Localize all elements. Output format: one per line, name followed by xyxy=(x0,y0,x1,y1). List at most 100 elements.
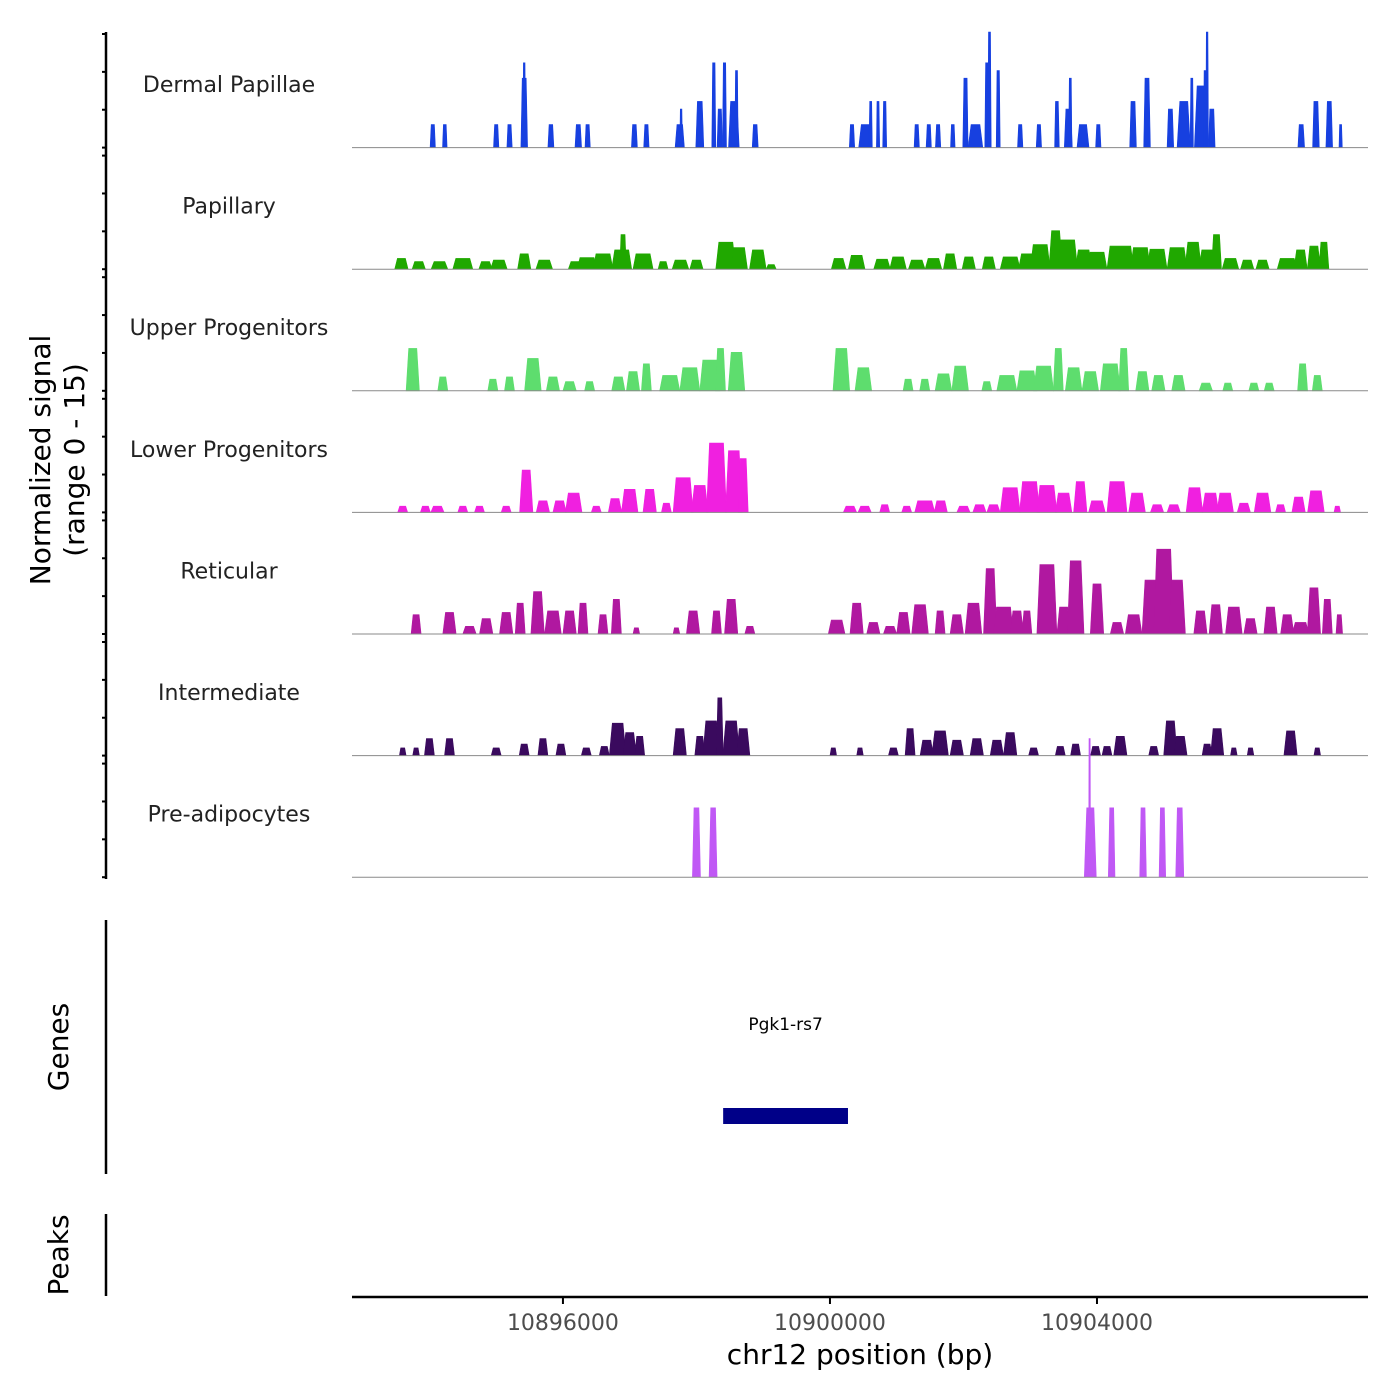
signal-peak xyxy=(691,485,709,513)
signal-peak xyxy=(514,602,526,635)
signal-peak xyxy=(500,505,512,513)
genes-panel-label: Genes xyxy=(42,1003,75,1091)
signal-peak xyxy=(598,746,610,756)
signal-peak xyxy=(986,504,1001,513)
signal-peak xyxy=(504,376,515,392)
signal-peak xyxy=(933,500,948,513)
signal-peak xyxy=(1283,730,1298,756)
signal-peak xyxy=(634,736,646,756)
signal-peak xyxy=(1175,807,1185,878)
signal-peak xyxy=(911,604,929,635)
signal-peak xyxy=(896,612,911,635)
signal-peak xyxy=(722,62,727,148)
signal-peak xyxy=(437,376,449,392)
signal-peak xyxy=(876,101,881,148)
signal-peak xyxy=(1263,606,1278,635)
signal-peak xyxy=(506,124,513,148)
signal-peak xyxy=(1095,124,1102,148)
signal-peak xyxy=(1176,101,1191,148)
signal-peak xyxy=(1052,348,1064,392)
signal-peak xyxy=(610,599,622,635)
signal-peak xyxy=(1019,481,1040,513)
signal-peak xyxy=(412,747,420,756)
signal-peak xyxy=(442,612,457,635)
signal-peak xyxy=(1029,244,1051,270)
signal-peak xyxy=(711,62,717,148)
signal-peak xyxy=(868,101,873,148)
signal-peak xyxy=(555,743,567,756)
signal-peak xyxy=(1338,124,1343,148)
signal-peak xyxy=(419,505,431,513)
signal-peak xyxy=(1148,746,1160,756)
signal-peak xyxy=(692,807,701,878)
signal-peak xyxy=(854,367,873,392)
signal-peak xyxy=(972,504,987,513)
signal-peak xyxy=(411,261,426,270)
signal-peak xyxy=(457,505,469,513)
signal-peak xyxy=(621,489,639,513)
signal-peak xyxy=(1173,736,1188,756)
signal-peak xyxy=(1003,732,1018,756)
signal-peak xyxy=(518,743,530,756)
signal-peak xyxy=(1089,583,1105,635)
signal-peak xyxy=(611,376,626,392)
signal-peak xyxy=(679,367,701,392)
signal-peak xyxy=(1017,124,1024,148)
signal-peak xyxy=(1201,492,1220,513)
signal-peak xyxy=(832,348,851,392)
signal-peak xyxy=(430,505,445,513)
signal-peak xyxy=(1318,241,1330,270)
signal-peak xyxy=(943,253,958,270)
signal-peak xyxy=(535,259,554,270)
signal-peak xyxy=(734,70,739,148)
signal-peak xyxy=(695,101,705,148)
signal-peak xyxy=(1253,492,1272,513)
signal-peak xyxy=(1036,564,1058,635)
signal-peak xyxy=(1028,747,1039,756)
signal-peak xyxy=(856,747,864,756)
signal-peak xyxy=(1255,259,1270,270)
signal-peak xyxy=(931,730,949,756)
signal-peak xyxy=(1099,363,1121,392)
signal-peak xyxy=(619,234,627,270)
signal-peak xyxy=(1193,610,1208,635)
signal-peak xyxy=(1088,738,1091,878)
signal-peak xyxy=(562,610,577,635)
signal-peak xyxy=(1211,234,1222,270)
signal-peak xyxy=(981,256,996,270)
signal-peak xyxy=(562,381,577,392)
signal-peak xyxy=(1107,807,1116,878)
signal-peak xyxy=(1036,485,1058,513)
track-label: Intermediate xyxy=(158,681,300,706)
signal-peak xyxy=(902,378,914,392)
signal-peak xyxy=(632,253,654,270)
signal-peak xyxy=(1106,245,1135,270)
signal-peak xyxy=(829,747,837,756)
signal-peak xyxy=(522,62,526,148)
signal-peak xyxy=(907,259,926,270)
signal-peak xyxy=(950,124,956,148)
signal-peak xyxy=(1307,490,1325,513)
signal-peak xyxy=(679,108,683,148)
signal-peak xyxy=(765,264,777,270)
signal-peak xyxy=(961,256,976,270)
signal-peak xyxy=(924,258,943,270)
signal-peak xyxy=(857,505,872,513)
signal-peak xyxy=(1168,579,1186,635)
signal-peak xyxy=(1297,124,1305,148)
signal-peak xyxy=(530,591,545,635)
y-axis-title-line2: (range 0 - 15) xyxy=(58,363,91,557)
signal-peak xyxy=(919,739,934,756)
signal-peak xyxy=(1166,504,1181,513)
signal-peak xyxy=(951,365,969,392)
signal-peak xyxy=(934,373,953,392)
signal-peak xyxy=(424,738,435,756)
signal-peak xyxy=(1124,614,1143,635)
signal-peak xyxy=(716,108,723,148)
signal-peak xyxy=(1139,807,1147,878)
signal-peak xyxy=(1054,101,1060,148)
track-label: Papillary xyxy=(182,195,276,220)
signal-peak xyxy=(996,375,1018,392)
signal-peak xyxy=(1208,108,1216,148)
